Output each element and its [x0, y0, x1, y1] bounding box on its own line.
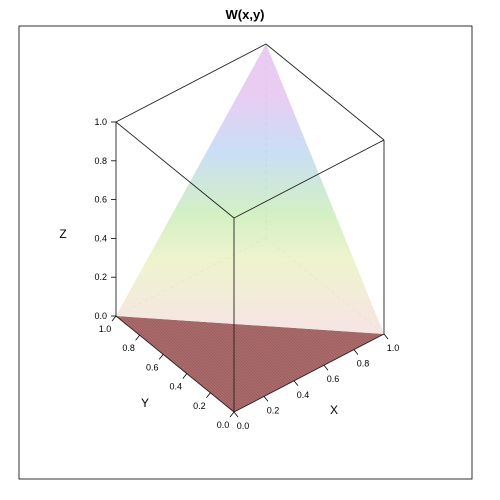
y-tick-4 — [135, 334, 140, 341]
x-axis-label: X — [330, 403, 338, 417]
z-axis: 0.0 0.2 0.4 0.6 0.8 1.0 — [94, 117, 116, 321]
surface-sloped-region — [116, 44, 384, 334]
y-tick-label-0: 0.0 — [217, 420, 230, 430]
box-edge-6 — [115, 121, 235, 219]
box-edge-5 — [233, 139, 385, 219]
plot-frame — [18, 25, 473, 480]
x-tick-1 — [263, 396, 269, 402]
x-tick-label-3: 0.6 — [327, 374, 340, 384]
chart-title: W(x,y) — [226, 7, 265, 22]
x-tick-3 — [323, 364, 329, 371]
y-tick-0 — [229, 411, 235, 418]
x-tick-5 — [383, 333, 389, 340]
x-tick-label-5: 1.0 — [387, 343, 400, 353]
x-tick-4 — [353, 349, 359, 355]
z-tick-label-5: 1.0 — [94, 117, 107, 127]
y-tick-label-2: 0.4 — [170, 382, 183, 392]
y-tick-label-1: 0.2 — [193, 401, 206, 411]
y-tick-3 — [158, 354, 164, 360]
y-tick-label-5: 1.0 — [99, 324, 112, 334]
y-tick-label-4: 0.8 — [122, 343, 135, 353]
x-tick-label-1: 0.2 — [267, 405, 280, 415]
y-tick-5 — [111, 315, 117, 322]
z-tick-label-0: 0.0 — [94, 311, 107, 321]
x-tick-label-0: 0.0 — [237, 421, 250, 431]
z-tick-label-2: 0.4 — [94, 233, 107, 243]
y-axis: 0.0 0.2 0.4 0.6 0.8 1.0 — [99, 315, 235, 430]
x-tick-0 — [233, 411, 239, 418]
box-edges — [115, 43, 385, 413]
box-edge-7 — [265, 43, 385, 141]
y-tick-1 — [206, 392, 211, 399]
x-axis: 0.0 0.2 0.4 0.6 0.8 1.0 — [233, 333, 400, 431]
y-tick-label-3: 0.6 — [146, 362, 159, 372]
surface-flat-mesh — [116, 316, 384, 412]
y-tick-2 — [182, 373, 188, 379]
z-tick-label-1: 0.2 — [94, 272, 107, 282]
surface — [116, 44, 384, 412]
y-axis-label: Y — [141, 396, 149, 410]
z-tick-label-3: 0.6 — [94, 195, 107, 205]
box-edge-1 — [115, 315, 235, 413]
x-tick-label-4: 0.8 — [357, 359, 370, 369]
box-edge-0 — [233, 333, 385, 413]
z-axis-label: Z — [59, 227, 66, 241]
x-tick-label-2: 0.4 — [297, 390, 310, 400]
x-tick-2 — [293, 380, 299, 387]
box-edge-8 — [115, 43, 267, 123]
z-tick-label-4: 0.8 — [94, 156, 107, 166]
